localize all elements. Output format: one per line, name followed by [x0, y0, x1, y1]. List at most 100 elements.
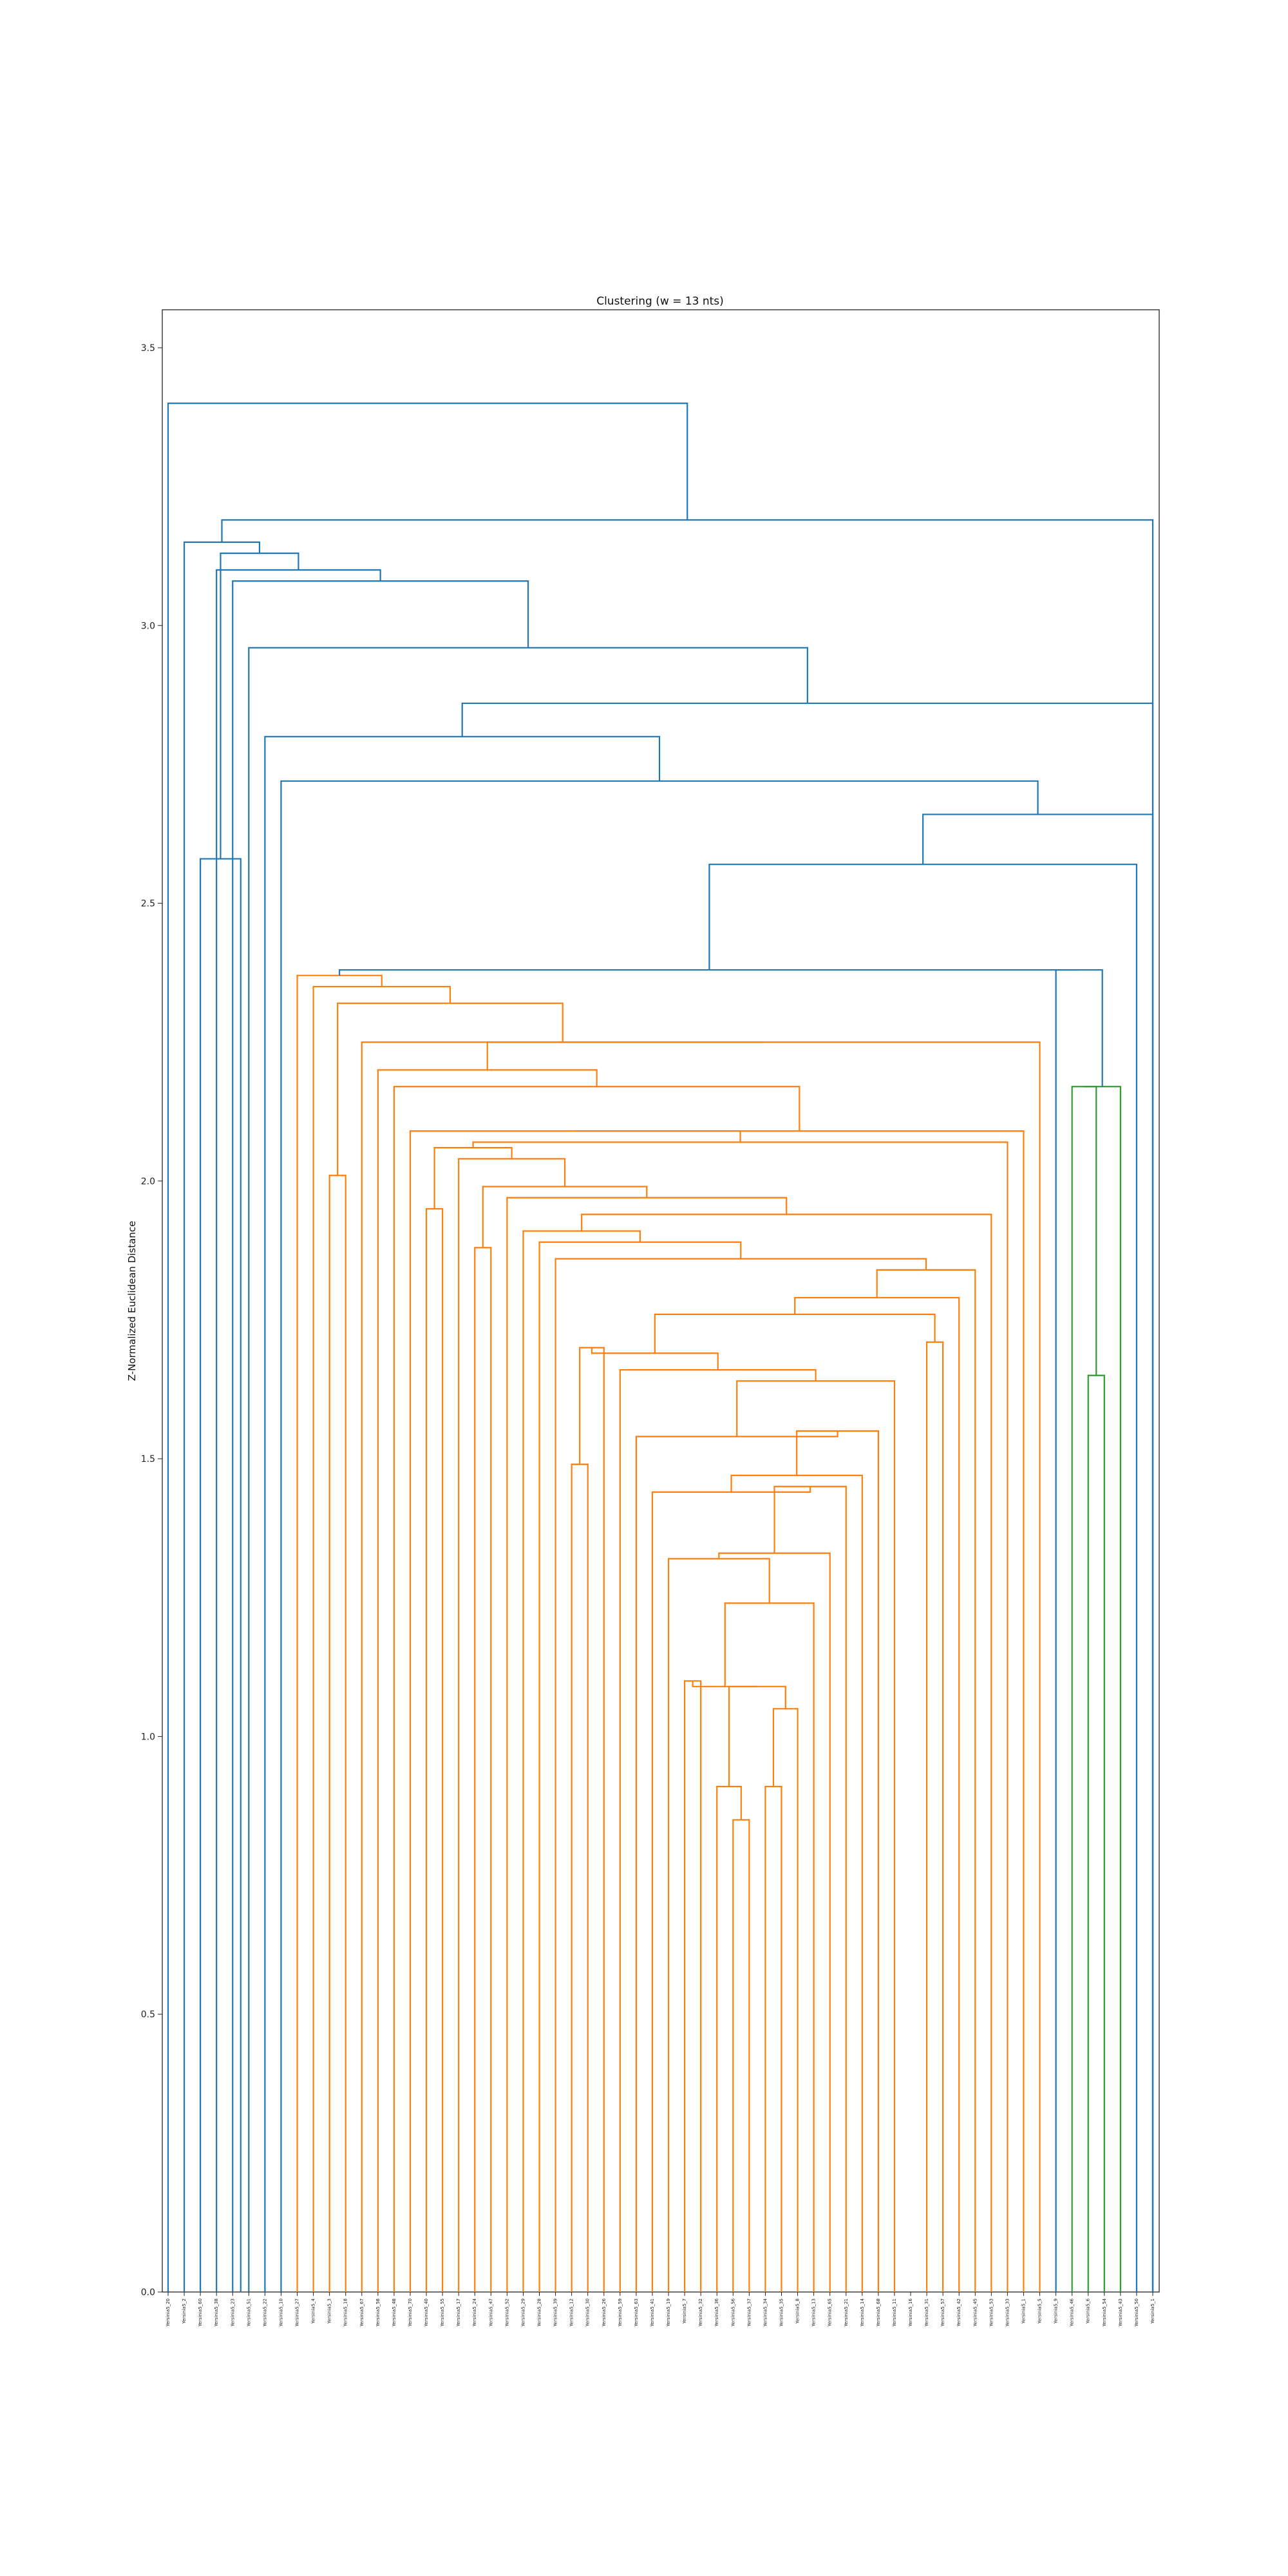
dendrogram-link — [461, 702, 1154, 2292]
leaf-label: Yersinia5_65 — [828, 2298, 833, 2327]
leaf-label: Yersinia5_17 — [456, 2298, 461, 2327]
dendrogram-links — [167, 402, 1154, 2292]
y-tick-label: 3.5 — [141, 343, 155, 354]
leaf-label: Yersinia5_38 — [214, 2298, 219, 2327]
dendrogram-link — [554, 1258, 927, 2292]
dendrogram-link — [692, 1681, 757, 1687]
leaf-label: Yersinia5_18 — [343, 2298, 348, 2327]
y-tick-label: 2.5 — [141, 899, 155, 909]
dendrogram-link — [1087, 1374, 1105, 2292]
leaf-label: Yersinia5_7 — [682, 2298, 687, 2324]
dendrogram-link — [337, 1002, 564, 1176]
y-tick-label: 0.5 — [141, 2010, 155, 2020]
dendrogram-link — [538, 1241, 742, 2292]
leaf-label: Yersinia5_26 — [601, 2298, 607, 2327]
dendrogram-link — [248, 647, 808, 2292]
leaf-label: Yersinia5_10 — [278, 2298, 283, 2327]
leaf-label: Yersinia5_59 — [618, 2298, 623, 2327]
dendrogram-link — [280, 780, 1039, 2292]
dendrogram-link — [651, 1486, 811, 2292]
dendrogram-link — [409, 1130, 741, 2292]
dendrogram-link — [506, 1197, 788, 2292]
dendrogram-link — [1084, 1086, 1121, 2292]
leaf-label: Yersinia5_33 — [1005, 2298, 1010, 2327]
leaf-labels: Yersinia5_20 Yersinia5_2 Yersinia5_60 Yersi… — [166, 2292, 1155, 2327]
leaf-label: Yersinia5_45 — [972, 2298, 978, 2327]
dendrogram-link — [922, 813, 1154, 2292]
y-tick-label: 0.0 — [141, 2287, 155, 2298]
dendrogram-link — [635, 1431, 838, 2292]
leaf-label: Yersinia5_52 — [504, 2298, 509, 2327]
y-tick-label: 3.0 — [141, 621, 155, 631]
dendrogram-link — [472, 1141, 1009, 2292]
leaf-label: Yersinia5_53 — [989, 2298, 994, 2327]
dendrogram-link — [581, 1213, 992, 2292]
leaf-label: Yersinia5_57 — [940, 2298, 945, 2327]
leaf-label: Yersinia5_1 — [1150, 2298, 1155, 2324]
leaf-label: Yersinia5_34 — [762, 2298, 768, 2327]
dendrogram-link — [619, 1369, 817, 2292]
leaf-label: Yersinia5_55 — [440, 2298, 445, 2327]
leaf-label: Yersinia5_47 — [488, 2298, 493, 2327]
leaf-label: Yersinia5_70 — [408, 2298, 413, 2327]
dendrogram-link — [794, 1296, 960, 2292]
leaf-label: Yersinia5_9 — [1054, 2298, 1059, 2324]
leaf-label: Yersinia5_3 — [327, 2298, 332, 2324]
y-tick-label: 2.0 — [141, 1177, 155, 1187]
dendrogram-link — [654, 1313, 936, 1354]
leaf-label: Yersinia5_4 — [311, 2298, 316, 2324]
dendrogram-link — [312, 985, 451, 2292]
leaf-label: Yersinia5_22 — [262, 2298, 267, 2327]
leaf-label: Yersinia5_1 — [1021, 2298, 1026, 2324]
leaf-label: Yersinia5_46 — [1070, 2298, 1075, 2327]
plot-frame — [162, 309, 1160, 2293]
dendrogram-link — [796, 1430, 879, 2292]
leaf-label: Yersinia5_8 — [795, 2298, 800, 2324]
dendrogram-link — [575, 1130, 1025, 2292]
dendrogram-link — [764, 1785, 782, 2292]
y-axis: 0.0 0.5 1.0 1.5 2.0 2.5 3.0 3.5 — [141, 343, 162, 2298]
dendrogram-link — [200, 858, 242, 2292]
leaf-label: Yersinia5_50 — [1134, 2298, 1139, 2327]
leaf-label: Yersinia5_5 — [1037, 2298, 1043, 2324]
dendrogram-link — [296, 974, 383, 2292]
leaf-label: Yersinia5_32 — [698, 2298, 703, 2327]
dendrogram-link — [736, 1380, 896, 2292]
leaf-label: Yersinia5_63 — [634, 2298, 639, 2327]
dendrogram-link — [925, 1341, 944, 2292]
dendrogram-link — [732, 1819, 750, 2292]
leaf-label: Yersinia5_13 — [811, 2298, 817, 2327]
leaf-label: Yersinia5_41 — [650, 2298, 655, 2327]
leaf-label: Yersinia5_6 — [1086, 2298, 1091, 2324]
dendrogram-link — [393, 1086, 800, 2292]
leaf-label: Yersinia5_16 — [908, 2298, 913, 2327]
leaf-label: Yersinia5_21 — [844, 2298, 849, 2327]
dendrogram-link — [328, 1175, 346, 2292]
leaf-label: Yersinia5_40 — [424, 2298, 429, 2327]
dendrogram-link — [876, 1269, 976, 2292]
dendrogram-link — [232, 580, 529, 2292]
leaf-label: Yersinia5_54 — [1102, 2298, 1107, 2327]
y-tick-label: 1.5 — [141, 1454, 155, 1464]
dendrogram-link — [667, 1558, 770, 2292]
leaf-label: Yersinia5_12 — [569, 2298, 574, 2327]
leaf-label: Yersinia5_48 — [392, 2298, 397, 2327]
leaf-label: Yersinia5_68 — [876, 2298, 881, 2327]
dendrogram-link — [579, 1347, 605, 2292]
leaf-label: Yersinia5_42 — [956, 2298, 961, 2327]
leaf-label: Yersinia5_37 — [746, 2298, 752, 2327]
leaf-label: Yersinia5_11 — [892, 2298, 897, 2327]
dendrogram-link — [167, 402, 688, 2292]
leaf-label: Yersinia5_36 — [714, 2298, 719, 2327]
leaf-label: Yersinia5_24 — [472, 2298, 477, 2327]
dendrogram-link — [730, 1474, 863, 2292]
dendrogram-link — [773, 1486, 847, 2292]
leaf-label: Yersinia5_67 — [359, 2298, 365, 2327]
dendrogram-link — [522, 1230, 641, 2292]
dendrogram-link — [724, 1602, 815, 2292]
dendrogram-link — [216, 569, 381, 2292]
leaf-label: Yersinia5_14 — [860, 2298, 865, 2327]
dendrogram-link — [339, 969, 1079, 976]
leaf-label: Yersinia5_27 — [295, 2298, 300, 2327]
